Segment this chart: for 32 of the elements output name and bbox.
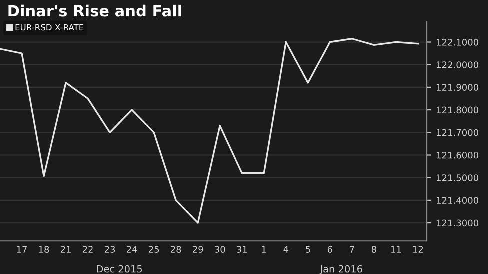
x-tick-label: 17 (17, 246, 27, 253)
x-tick-label: 28 (171, 246, 182, 253)
y-tick-label: 121.7000 (437, 129, 479, 136)
x-tick-label: 21 (60, 246, 71, 253)
x-tick-label: 25 (148, 246, 160, 253)
legend-label: EUR-RSD X-RATE (16, 24, 84, 31)
x-tick-label: 31 (237, 246, 248, 253)
x-tick-label: 24 (126, 246, 138, 253)
y-tick-label: 121.9000 (437, 84, 479, 92)
chart-title: Dinar's Rise and Fall (8, 4, 182, 17)
y-tick-label: 121.3000 (437, 220, 479, 227)
x-tick-label: 30 (215, 246, 226, 253)
line-series (0, 38, 420, 224)
x-tick-label: 23 (104, 246, 116, 253)
y-tick-label: 121.5000 (437, 174, 479, 182)
x-tick-label: 6 (328, 246, 332, 253)
text: Dec 2015 (97, 265, 142, 273)
x-tick-label: 18 (39, 246, 50, 253)
y-tick-label: 121.4000 (437, 197, 479, 204)
y-tick-label: 121.8000 (437, 106, 479, 114)
x-tick-label: 29 (193, 246, 204, 253)
x-tick-label: 11 (391, 246, 402, 253)
x-tick-label: 7 (350, 246, 354, 253)
x-tick-label: 4 (284, 246, 288, 253)
x-tick-label: 1 (262, 246, 266, 253)
x-tick-label: 22 (82, 246, 93, 253)
y-tick-label: 122.0000 (437, 62, 479, 68)
y-tick-label: 121.6000 (437, 152, 479, 159)
y-tick-label: 122.1000 (437, 38, 479, 46)
x-tick-label: 8 (372, 246, 376, 253)
x-tick-label: 12 (413, 246, 424, 253)
x-tick-label: 5 (306, 246, 310, 253)
